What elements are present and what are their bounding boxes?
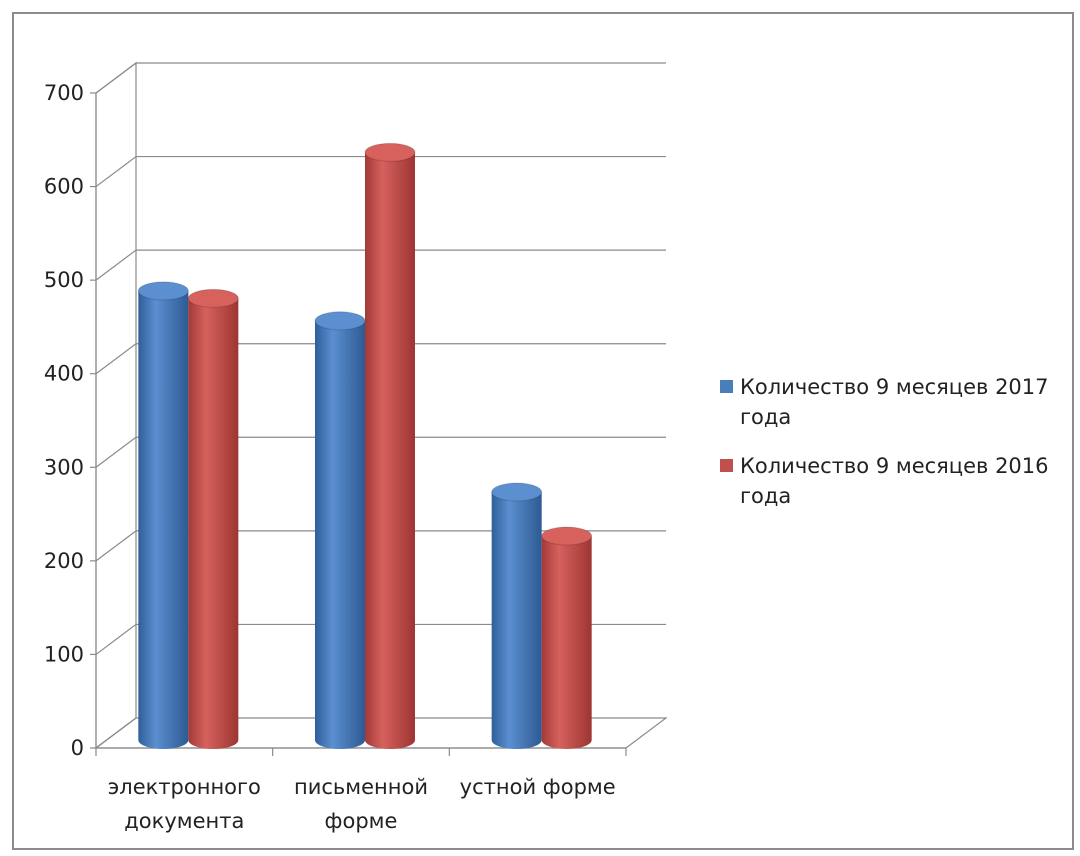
legend-swatch-2016: [720, 458, 733, 472]
y-tick-label-400: 400: [44, 362, 84, 386]
bar-0-series-0: [137, 281, 189, 749]
y-tick-label-700: 700: [44, 81, 84, 105]
legend-label-2016-line2: года: [740, 484, 792, 509]
category-label-1-line2: форме: [325, 809, 398, 833]
bars-layer: [137, 142, 593, 749]
bar-2-series-0: [491, 482, 543, 749]
bar-1-series-0: [314, 311, 366, 749]
bar-top-1-1: [364, 142, 416, 162]
bar-body-1-0: [315, 320, 365, 749]
gridline-depth-500: [95, 249, 137, 281]
y-tick-label-300: 300: [44, 455, 84, 479]
bar-body-0-1: [188, 298, 239, 749]
legend-label-2017-line2: года: [740, 405, 792, 430]
gridline-depth-400: [95, 343, 137, 375]
legend: Количество 9 месяцев 2017 года Количеств…: [720, 372, 1070, 530]
gridline-depth-300: [95, 436, 137, 468]
legend-label-2017-line1: Количество 9 месяцев 2017: [740, 375, 1049, 399]
category-label-1-line1: письменной: [294, 775, 428, 799]
bar-1-series-1: [364, 142, 416, 749]
legend-item-2017: Количество 9 месяцев 2017 года: [720, 372, 1070, 433]
bar-0-series-1: [187, 288, 239, 749]
y-tick-label-600: 600: [44, 175, 84, 199]
bar-body-0-0: [138, 290, 189, 749]
legend-item-2016: Количество 9 месяцев 2016 года: [720, 451, 1070, 512]
bar-top-0-0: [137, 281, 189, 301]
gridline-depth-200: [95, 530, 137, 562]
gridline-depth-0: [95, 717, 137, 749]
bar-2-series-1: [541, 526, 593, 749]
category-label-0-line2: документа: [124, 809, 244, 833]
y-tick-label-0: 0: [71, 736, 84, 760]
category-label-0-line1: электронного: [108, 775, 261, 799]
labels-layer: 0 100 200 300 400 500 600 700 электронного докуме…: [44, 81, 616, 833]
gridline-depth-700: [95, 62, 137, 94]
bar-body-1-1: [365, 152, 415, 749]
category-label-2-line1: устной форме: [460, 775, 616, 799]
legend-swatch-2017: [720, 380, 733, 393]
legend-label-2016-line1: Количество 9 месяцев 2016: [740, 453, 1049, 478]
gridline-depth-600: [95, 156, 137, 188]
bar-top-1-0: [314, 311, 366, 331]
y-tick-label-500: 500: [44, 268, 84, 292]
y-tick-label-200: 200: [44, 549, 84, 573]
bar-top-2-0: [491, 482, 543, 502]
bar-top-2-1: [541, 526, 593, 546]
bar-top-0-1: [187, 288, 239, 308]
bar-body-2-0: [491, 492, 542, 749]
bar-body-2-1: [541, 536, 592, 749]
side-wall: [95, 61, 137, 750]
y-tick-label-100: 100: [44, 642, 84, 666]
gridline-depth-100: [95, 623, 137, 655]
